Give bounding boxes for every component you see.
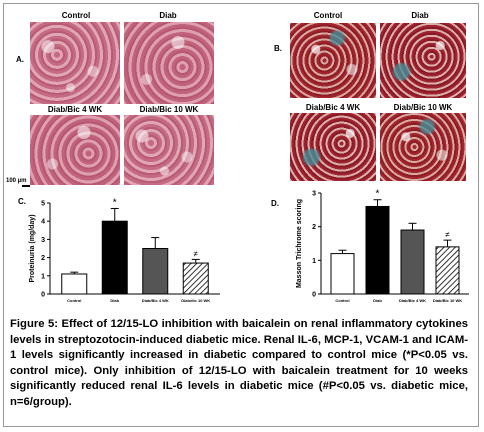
- panel-d-letter: D.: [271, 199, 279, 208]
- bar-4: [435, 246, 460, 295]
- y-axis-label: Masson Trichrome scoring: [296, 199, 303, 288]
- category-label: Diab/Bic 4 WK: [142, 298, 169, 303]
- bar-2: [101, 220, 128, 295]
- y-tick-label: 0: [41, 292, 45, 299]
- micrograph-he-bic10: [124, 115, 214, 185]
- category-label: Diab: [110, 298, 119, 303]
- significance-marker: ≠: [445, 230, 450, 239]
- category-label: Control: [335, 298, 349, 303]
- figure-caption: Figure 5: Effect of 12/15-LO inhibition …: [10, 317, 468, 411]
- figure-frame: [3, 3, 479, 427]
- bar-4: [182, 262, 209, 295]
- panel-b-label-control: Control: [313, 11, 343, 20]
- panel-b-label-bic4: Diab/Bic 4 WK: [305, 103, 361, 112]
- y-tick-label: 1: [312, 258, 316, 265]
- masson-trichrome-bar-chart: 0 1 2 3 Masson Trichrome scoring Control * Diab…: [296, 189, 469, 303]
- panel-a-letter: A.: [16, 55, 24, 64]
- category-label: Diab: [373, 298, 382, 303]
- significance-marker: *: [376, 189, 380, 200]
- y-tick-label: 3: [312, 191, 316, 198]
- significance-marker: ≠: [194, 249, 199, 258]
- bar-3: [400, 229, 425, 295]
- bar-3: [142, 248, 169, 295]
- panel-a-label-control: Control: [61, 11, 91, 20]
- bar-2: [365, 205, 390, 295]
- y-tick-label: 5: [41, 201, 45, 208]
- panel-b-label-bic10: Diab/Bic 10 WK: [393, 103, 453, 112]
- micrograph-mt-bic10: [380, 113, 466, 181]
- y-tick-label: 2: [41, 255, 45, 262]
- y-tick-label: 1: [41, 273, 45, 280]
- caption-figure-label: Figure 5:: [10, 318, 59, 330]
- category-label: Diabetic 10 WK: [181, 298, 210, 303]
- panel-a-label-bic10: Diab/Bic 10 WK: [139, 105, 199, 114]
- category-label: Diab/Bic 10 WK: [433, 298, 462, 303]
- micrograph-mt-bic4: [290, 113, 376, 181]
- caption-text: Effect of 12/15-LO inhibition with baica…: [10, 318, 469, 408]
- micrograph-he-control: [30, 22, 120, 104]
- category-label: Control: [67, 298, 81, 303]
- scale-bar-label: 100 µm: [6, 178, 27, 184]
- y-axis-label: Proteinuria (mg/day): [29, 214, 36, 282]
- panel-b-letter: B.: [274, 44, 282, 53]
- micrograph-mt-control: [290, 23, 376, 98]
- bar-1: [330, 253, 355, 295]
- y-tick-label: 2: [312, 224, 316, 231]
- panel-a-label-diab: Diab: [159, 11, 177, 20]
- bar-1: [61, 273, 88, 295]
- micrograph-he-bic4: [30, 115, 120, 185]
- y-tick-label: 4: [41, 219, 45, 226]
- scale-bar: [22, 185, 30, 187]
- y-tick-label: 3: [41, 237, 45, 244]
- micrograph-mt-diab: [380, 23, 466, 98]
- micrograph-he-diab: [124, 22, 214, 104]
- panel-b-label-diab: Diab: [411, 11, 429, 20]
- category-label: Diab/Bic 4 WK: [399, 298, 426, 303]
- panel-a-label-bic4: Diab/Bic 4 WK: [47, 105, 103, 114]
- significance-marker: *: [113, 197, 117, 208]
- panel-c-letter: C.: [18, 197, 26, 206]
- proteinuria-bar-chart: 0 1 2 3 4 5 Proteinuria (mg/day) Control * Diab Di…: [29, 197, 220, 303]
- y-tick-label: 0: [312, 292, 316, 299]
